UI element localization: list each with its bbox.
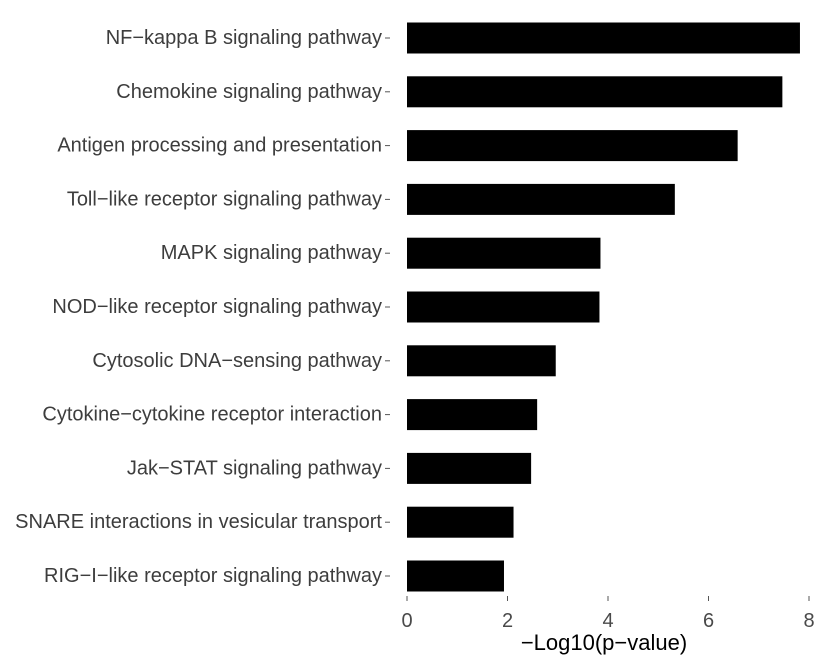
category-label: RIG−I−like receptor signaling pathway [44,565,382,587]
category-label: Cytosolic DNA−sensing pathway [92,350,382,372]
x-tick-label: 0 [401,610,412,632]
bar [407,130,738,162]
bar [407,560,504,592]
bar [407,76,783,108]
bar [407,452,532,484]
bar [407,183,675,215]
x-tick-label: 8 [803,610,814,632]
x-axis-title: −Log10(p−value) [521,630,687,655]
category-label: NF−kappa B signaling pathway [106,27,382,49]
category-label: Jak−STAT signaling pathway [127,457,382,479]
x-tick-label: 4 [602,610,613,632]
bar [407,291,600,323]
category-label: MAPK signaling pathway [161,242,382,264]
category-label: Antigen processing and presentation [57,135,382,157]
category-label: NOD−like receptor signaling pathway [52,296,382,318]
category-label: SNARE interactions in vesicular transpor… [15,511,382,533]
category-label: Chemokine signaling pathway [116,81,382,103]
category-label: Cytokine−cytokine receptor interaction [42,404,382,426]
bar [407,237,601,269]
x-tick-label: 2 [502,610,513,632]
bar [407,399,538,431]
bar [407,22,800,54]
x-tick-label: 6 [703,610,714,632]
bar [407,345,556,377]
bar [407,506,514,538]
category-label: Toll−like receptor signaling pathway [67,188,382,210]
